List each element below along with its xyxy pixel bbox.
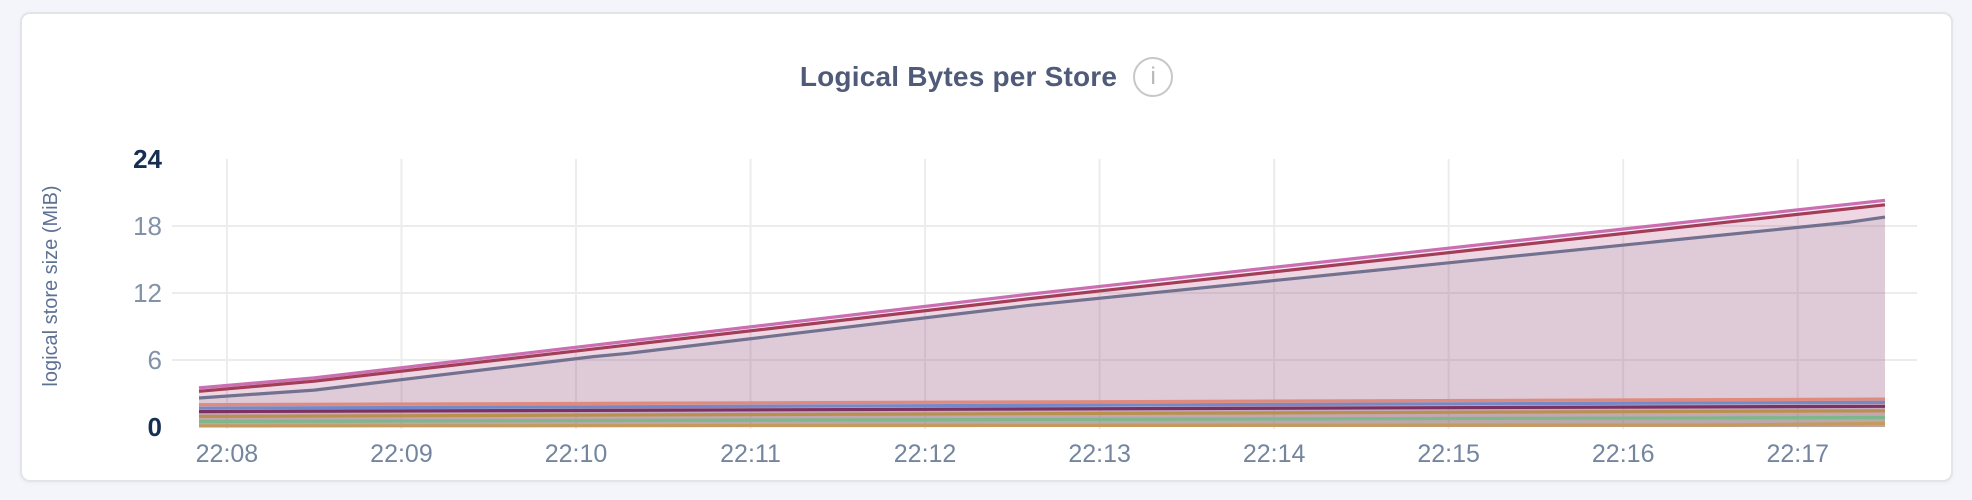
chart-card: Logical Bytes per Store i logical store … (20, 12, 1953, 482)
series-line-s6-darkmagenta (198, 404, 1886, 414)
x-tick-label: 22:10 (544, 440, 608, 468)
x-tick-label: 22:08 (195, 440, 259, 468)
x-tick-label: 22:14 (1242, 440, 1306, 468)
plot-area[interactable] (22, 14, 1972, 500)
y-tick-label: 18 (133, 211, 162, 241)
series-line-s3-slate (198, 215, 1886, 400)
chart-title: Logical Bytes per Store (799, 61, 1118, 92)
x-tick-label: 22:16 (1591, 440, 1655, 468)
series-area-s3-slate (199, 217, 1885, 427)
x-tick-label: 22:13 (1068, 440, 1131, 468)
x-tick-label: 22:12 (893, 440, 957, 468)
y-tick-label: 24 (133, 144, 162, 174)
x-tick-label: 22:15 (1417, 440, 1480, 468)
series-line-s2-crimson (198, 203, 1886, 393)
series-line-s7-gold (198, 409, 1886, 418)
y-tick-label: 0 (147, 412, 162, 442)
series-line-s4-salmon (198, 397, 1886, 407)
series-line-s8-green (198, 415, 1886, 423)
series-area-s1-pink (199, 200, 1885, 427)
y-tick-label: 6 (147, 345, 162, 375)
x-tick-label: 22:11 (720, 440, 781, 468)
info-icon[interactable]: i (1133, 57, 1174, 97)
series-line-s9-tan (198, 421, 1886, 428)
series-line-s5-periwinkle (198, 400, 1886, 410)
x-tick-label: 22:17 (1766, 440, 1829, 468)
chart-header: Logical Bytes per Store i (22, 54, 1951, 100)
series-line-s1-pink (198, 198, 1886, 390)
y-tick-label: 12 (133, 278, 162, 308)
x-tick-label: 22:09 (370, 440, 433, 468)
